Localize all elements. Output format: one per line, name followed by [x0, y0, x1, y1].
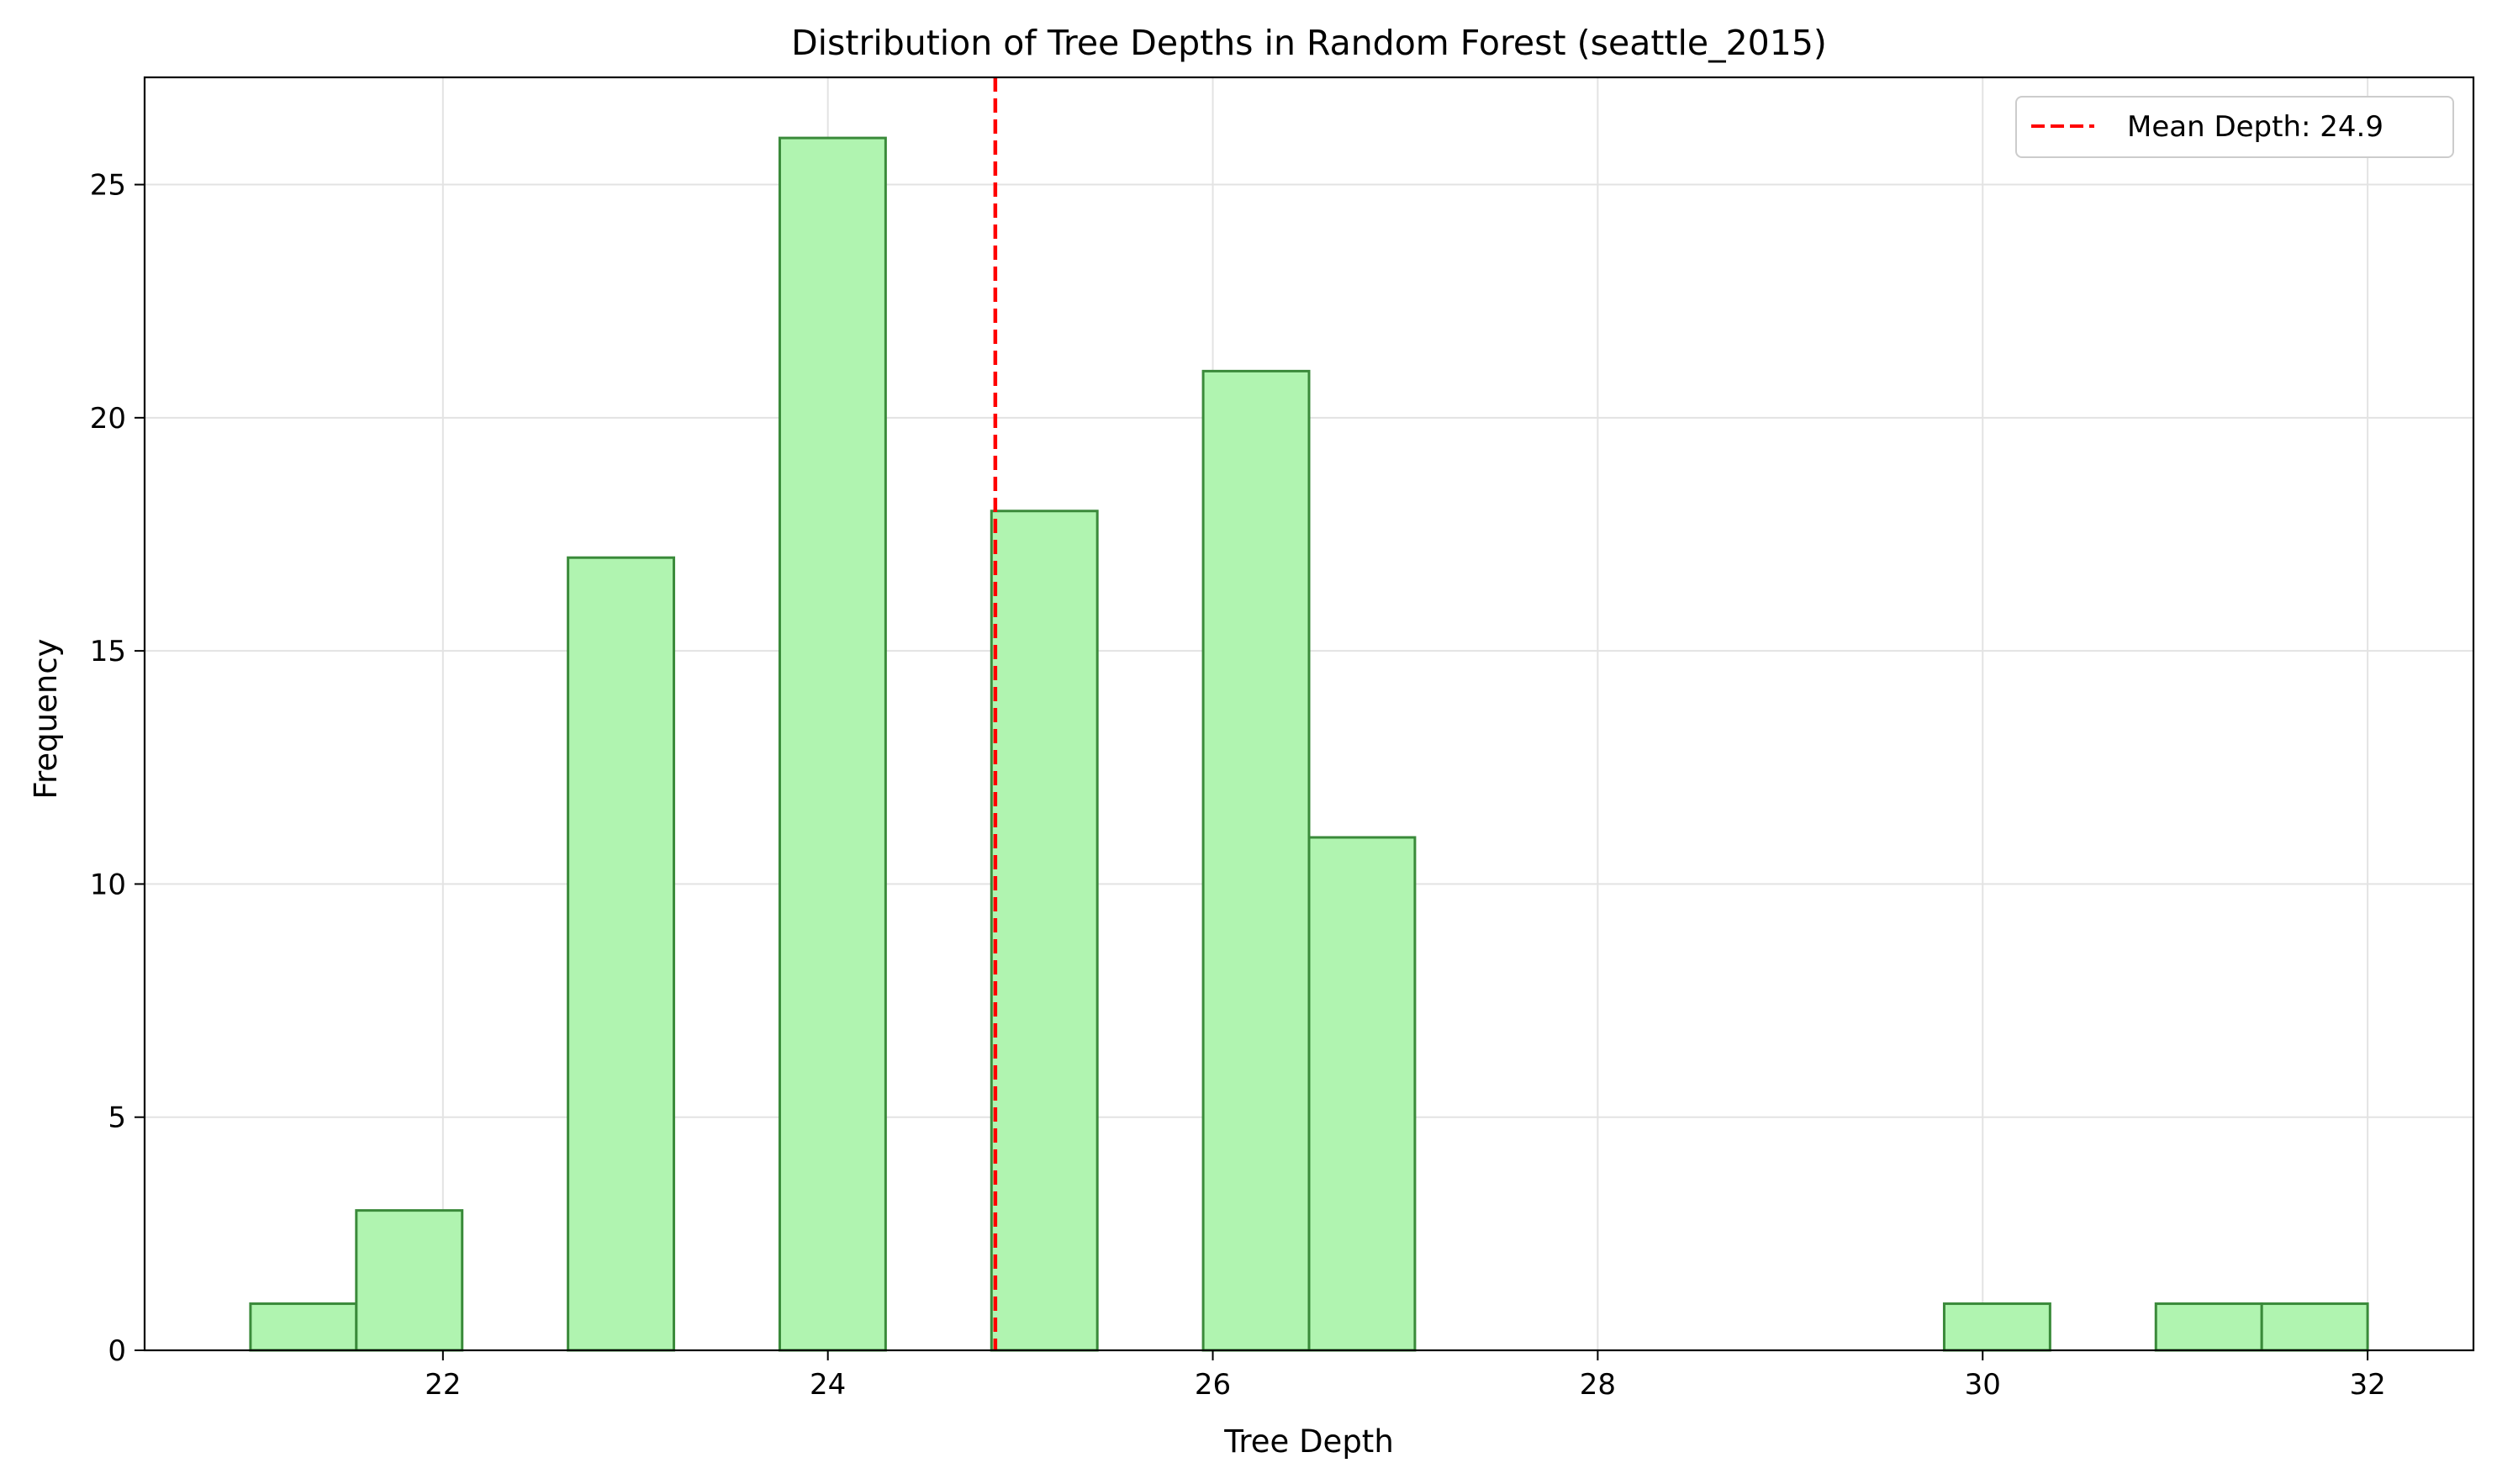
bars-group: [249, 136, 2369, 1352]
histogram-bar: [2154, 1302, 2263, 1352]
histogram-bar: [1307, 836, 1417, 1352]
y-tick-label: 25: [90, 169, 126, 203]
x-tick-label: 30: [1965, 1368, 2001, 1402]
x-tick-label: 32: [2349, 1368, 2385, 1402]
y-tick-label: 20: [90, 402, 126, 436]
y-axis-label: Frequency: [28, 638, 64, 799]
y-tick-label: 15: [90, 635, 126, 668]
plot-frame: [143, 76, 2475, 1352]
legend-box: [2015, 96, 2454, 158]
y-tick-label: 5: [108, 1101, 126, 1135]
x-tick-label: 26: [1195, 1368, 1231, 1402]
histogram-bar: [990, 510, 1099, 1352]
x-tick-label: 22: [425, 1368, 461, 1402]
histogram-bar: [567, 556, 676, 1352]
histogram-bar: [2260, 1302, 2369, 1352]
legend-mean-label: Mean Depth: 24.9: [2127, 110, 2384, 144]
histogram-bar: [249, 1302, 358, 1352]
y-tick-label: 10: [90, 868, 126, 901]
y-axis-ticks: 0 5 10 15 20 25: [90, 169, 145, 1368]
x-axis-label: Tree Depth: [1223, 1423, 1394, 1460]
legend: Mean Depth: 24.9: [2015, 96, 2454, 158]
histogram-bar: [355, 1209, 464, 1352]
x-tick-label: 24: [810, 1368, 846, 1402]
y-tick-label: 0: [108, 1334, 126, 1368]
histogram-bar: [1942, 1302, 2051, 1352]
x-tick-label: 28: [1580, 1368, 1616, 1402]
histogram-bar: [1201, 369, 1311, 1352]
x-axis-ticks: 22 24 26 28 30 32: [425, 1350, 2386, 1402]
histogram-bar: [778, 136, 887, 1352]
chart-title: Distribution of Tree Depths in Random Fo…: [791, 23, 1827, 63]
